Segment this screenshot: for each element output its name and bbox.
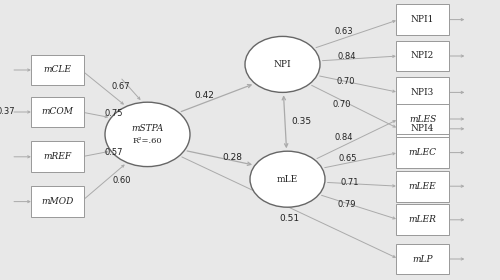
Text: mLP: mLP (412, 255, 433, 263)
Text: 0.65: 0.65 (338, 154, 357, 163)
Text: 0.42: 0.42 (194, 91, 214, 100)
FancyBboxPatch shape (396, 244, 449, 274)
Text: 0.70: 0.70 (336, 77, 354, 86)
Text: 0.71: 0.71 (340, 178, 358, 186)
Text: NPI1: NPI1 (411, 15, 434, 24)
Text: mCOM: mCOM (42, 108, 74, 116)
Text: NPI: NPI (274, 60, 291, 69)
FancyBboxPatch shape (396, 137, 449, 168)
Text: NPI4: NPI4 (411, 124, 434, 133)
Text: mLEC: mLEC (408, 148, 436, 157)
Text: 0.75: 0.75 (104, 109, 122, 118)
Text: 0.79: 0.79 (337, 200, 355, 209)
Text: 0.35: 0.35 (291, 117, 311, 126)
FancyBboxPatch shape (31, 97, 84, 127)
Text: mLE: mLE (277, 175, 298, 184)
Ellipse shape (245, 36, 320, 92)
Text: mLER: mLER (408, 215, 436, 224)
Ellipse shape (105, 102, 190, 167)
Text: 0.63: 0.63 (334, 27, 353, 36)
Text: 0.84: 0.84 (338, 52, 356, 61)
FancyBboxPatch shape (396, 77, 449, 108)
Text: mCLE: mCLE (44, 66, 72, 74)
Ellipse shape (250, 151, 325, 207)
Text: 0.70: 0.70 (332, 100, 350, 109)
FancyBboxPatch shape (396, 104, 449, 134)
FancyBboxPatch shape (31, 186, 84, 217)
Text: 0.51: 0.51 (279, 214, 299, 223)
FancyBboxPatch shape (396, 204, 449, 235)
Text: NPI2: NPI2 (411, 52, 434, 60)
FancyBboxPatch shape (396, 41, 449, 71)
Text: mSTPA: mSTPA (132, 124, 164, 133)
Text: mLES: mLES (409, 115, 436, 123)
Text: R²=.60: R²=.60 (132, 137, 162, 145)
Text: mLEE: mLEE (408, 182, 436, 191)
Text: mREF: mREF (44, 152, 72, 161)
Text: 0.67: 0.67 (112, 82, 130, 91)
Text: 0.57: 0.57 (104, 148, 122, 157)
FancyBboxPatch shape (396, 4, 449, 35)
Text: 0.28: 0.28 (222, 153, 242, 162)
Text: mMOD: mMOD (42, 197, 74, 206)
Text: 0.37: 0.37 (0, 108, 16, 116)
FancyBboxPatch shape (31, 55, 84, 85)
Text: 0.84: 0.84 (335, 133, 353, 142)
FancyBboxPatch shape (396, 113, 449, 144)
FancyBboxPatch shape (31, 141, 84, 172)
FancyBboxPatch shape (396, 171, 449, 202)
Text: NPI3: NPI3 (411, 88, 434, 97)
Text: 0.60: 0.60 (112, 176, 130, 185)
